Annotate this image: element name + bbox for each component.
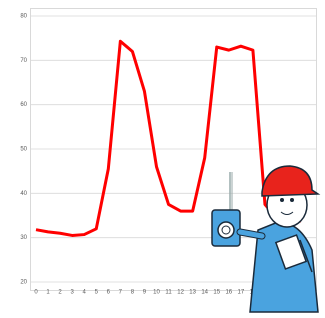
y-tick-label: 70 [20,58,27,64]
chart: 2030405060708001234567891011121314151617… [0,0,325,313]
y-tick-label: 60 [20,102,27,108]
eye [290,198,294,202]
eye [280,198,284,202]
x-tick-label: 15 [213,290,220,296]
x-tick-label: 12 [177,290,184,296]
y-tick-label: 50 [20,147,27,153]
x-tick-label: 17 [238,290,245,296]
x-tick-label: 11 [165,290,172,296]
meter-dial [218,222,234,238]
y-tick-label: 80 [20,14,27,20]
y-tick-label: 30 [20,235,27,241]
y-tick-label: 40 [20,191,27,197]
x-tick-label: 10 [153,290,160,296]
x-tick-label: 13 [189,290,196,296]
x-tick-label: 14 [201,290,208,296]
y-tick-label: 20 [20,280,27,286]
x-tick-label: 16 [225,290,232,296]
page: {"chart_data": {"type": "line", "categor… [0,0,325,313]
